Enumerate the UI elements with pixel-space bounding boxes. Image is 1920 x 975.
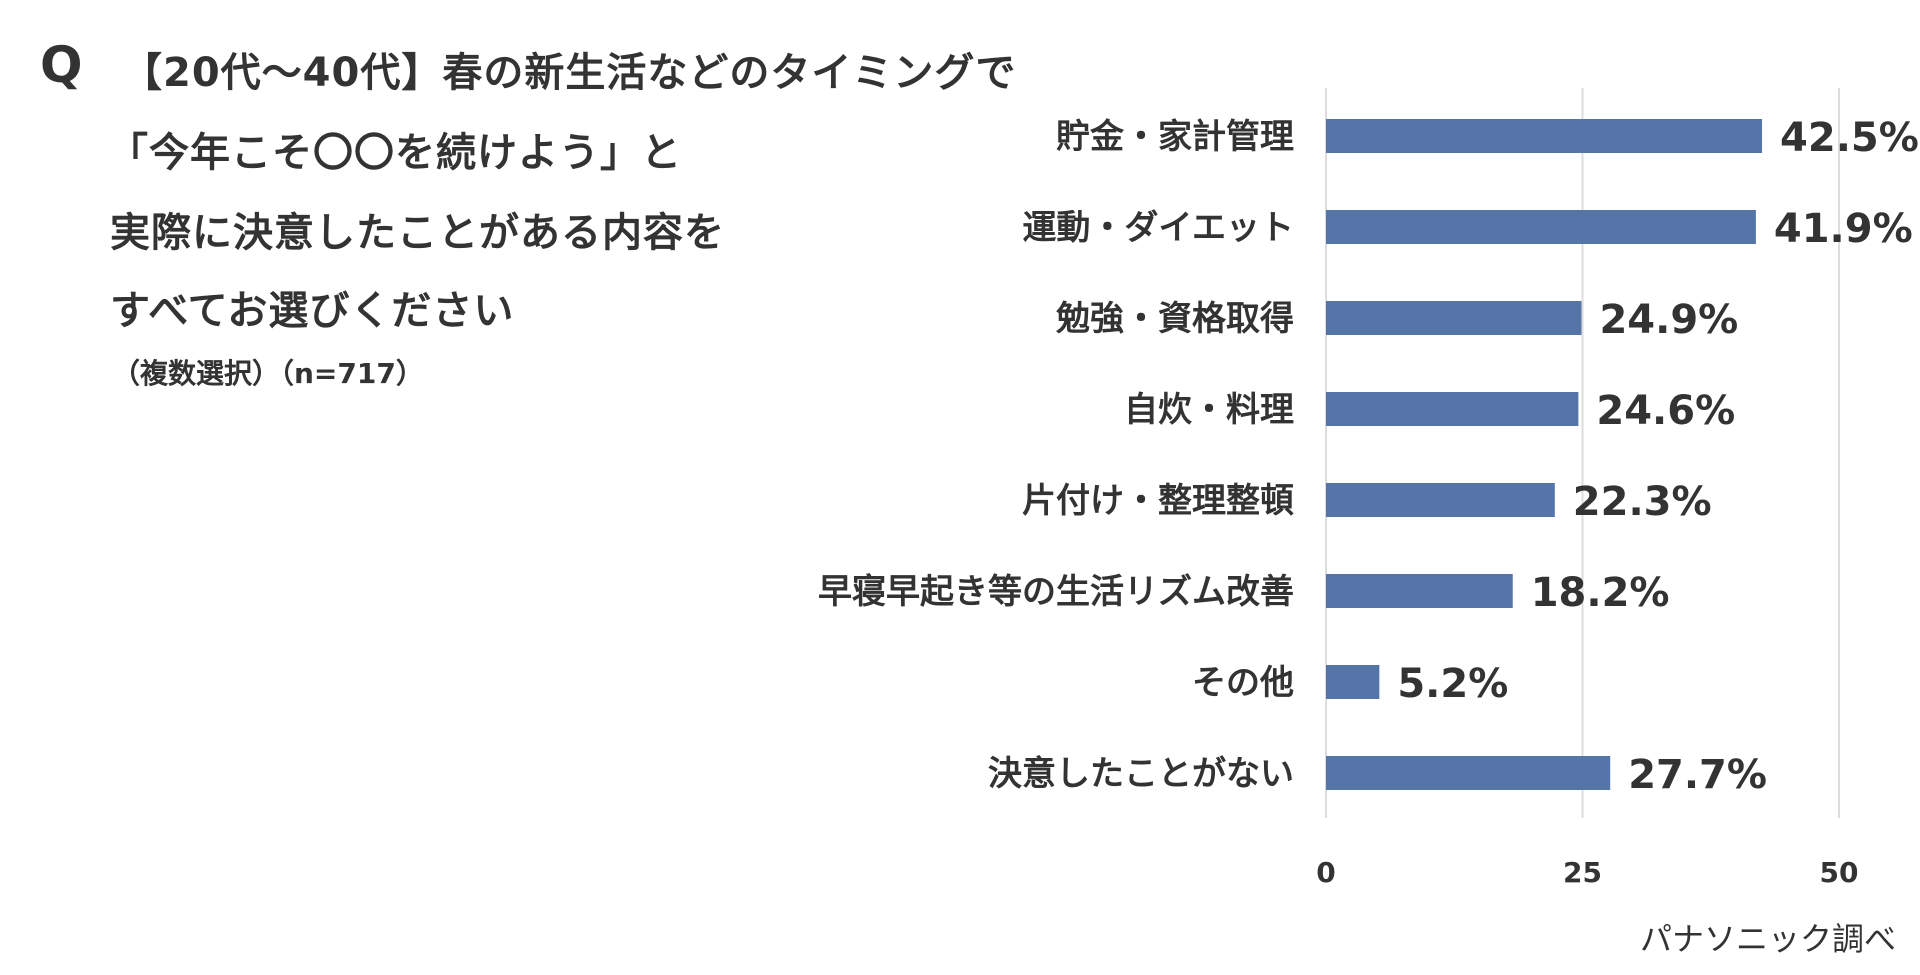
title-line-3: 実際に決意したことがある内容を	[110, 210, 725, 256]
x-tick-label: 0	[1316, 856, 1335, 889]
value-label: 27.7%	[1628, 752, 1767, 798]
bar	[1326, 301, 1582, 335]
value-label: 5.2%	[1397, 661, 1508, 707]
category-label: 勉強・資格取得	[1056, 299, 1294, 339]
value-label: 24.9%	[1599, 297, 1738, 343]
category-label: その他	[1192, 663, 1294, 703]
bar	[1326, 392, 1579, 426]
bar	[1326, 119, 1763, 153]
bar	[1326, 665, 1380, 699]
value-label: 18.2%	[1531, 570, 1670, 616]
source-note: パナソニック調べ	[1639, 920, 1896, 958]
value-label: 41.9%	[1774, 206, 1913, 252]
bar	[1326, 483, 1555, 517]
value-label: 22.3%	[1573, 479, 1712, 525]
category-label: 早寝早起き等の生活リズム改善	[818, 572, 1294, 612]
bar	[1326, 756, 1611, 790]
x-tick-label: 25	[1563, 856, 1602, 889]
bar	[1326, 574, 1513, 608]
category-label: 自炊・料理	[1124, 390, 1294, 430]
category-label: 片付け・整理整頓	[1022, 481, 1294, 521]
q-mark: Q	[40, 36, 83, 94]
category-label: 運動・ダイエット	[1022, 208, 1294, 248]
value-label: 42.5%	[1780, 115, 1919, 161]
title-note: （複数選択）（n=717）	[112, 357, 424, 390]
category-label: 決意したことがない	[988, 754, 1294, 794]
title-line-2: 「今年こそ〇〇を続けよう」と	[108, 130, 682, 176]
title-line-1: 【20代～40代】春の新生活などのタイミングで	[122, 50, 1017, 96]
bar	[1326, 210, 1756, 244]
title-line-4: すべてお選びください	[110, 288, 515, 334]
category-label: 貯金・家計管理	[1056, 117, 1294, 157]
x-tick-label: 50	[1820, 856, 1859, 889]
value-label: 24.6%	[1596, 388, 1735, 434]
